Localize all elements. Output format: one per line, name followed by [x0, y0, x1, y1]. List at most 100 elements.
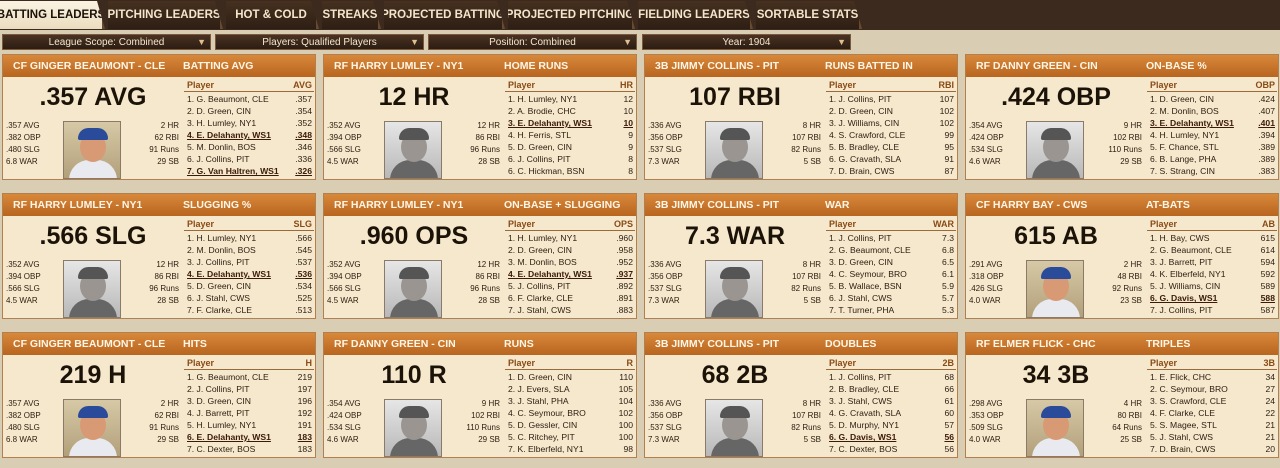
row-player[interactable]: 5. F. Chance, STL	[1150, 142, 1219, 152]
row-player[interactable]: 3. D. Green, CIN	[829, 257, 893, 267]
row-player[interactable]: 1. H. Lumley, NY1	[187, 233, 257, 243]
row-player[interactable]: 2. G. Beaumont, CLE	[1150, 245, 1232, 255]
table-row[interactable]: 4. E. Delahanty, WS1 .348	[184, 129, 314, 141]
table-row[interactable]: 2. A. Brodie, CHC 10	[505, 105, 635, 117]
row-player[interactable]: 1. D. Green, CIN	[1150, 94, 1214, 104]
row-player[interactable]: 7. C. Dexter, BOS	[187, 444, 256, 454]
player-name[interactable]: 3B JIMMY COLLINS - PIT	[655, 199, 780, 211]
table-row[interactable]: 1. D. Green, CIN .424	[1147, 93, 1277, 105]
row-player[interactable]: 5. D. Murphy, NY1	[829, 420, 900, 430]
player-name[interactable]: RF HARRY LUMLEY - NY1	[334, 199, 464, 211]
table-row[interactable]: 2. C. Seymour, BRO 27	[1147, 383, 1277, 395]
table-row[interactable]: 4. K. Elberfeld, NY1 592	[1147, 268, 1277, 280]
row-player[interactable]: 5. B. Bradley, CLE	[829, 142, 900, 152]
row-player[interactable]: 5. M. Donlin, BOS	[187, 142, 256, 152]
table-row[interactable]: 1. J. Collins, PIT 68	[826, 371, 956, 383]
table-row[interactable]: 1. G. Beaumont, CLE 219	[184, 371, 314, 383]
column-header-player[interactable]: Player	[829, 358, 857, 368]
row-player[interactable]: 7. T. Turner, PHA	[829, 305, 895, 315]
row-player[interactable]: 4. J. Barrett, PIT	[187, 408, 250, 418]
row-player[interactable]: 4. C. Seymour, BRO	[829, 269, 907, 279]
table-row[interactable]: 7. D. Brain, CWS 20	[1147, 443, 1277, 455]
table-row[interactable]: 5. J. Stahl, CWS 21	[1147, 431, 1277, 443]
table-row[interactable]: 4. E. Delahanty, WS1 .937	[505, 268, 635, 280]
table-row[interactable]: 7. F. Clarke, CLE .513	[184, 304, 314, 316]
table-row[interactable]: 6. J. Collins, PIT 8	[505, 153, 635, 165]
column-header-stat[interactable]: HR	[620, 80, 633, 90]
player-photo[interactable]	[384, 121, 442, 179]
table-row[interactable]: 1. D. Green, CIN 110	[505, 371, 635, 383]
table-row[interactable]: 2. J. Collins, PIT 197	[184, 383, 314, 395]
column-header-stat[interactable]: H	[305, 358, 313, 368]
table-row[interactable]: 2. M. Donlin, BOS .545	[184, 244, 314, 256]
row-player[interactable]: 2. C. Seymour, BRO	[1150, 384, 1228, 394]
table-row[interactable]: 2. G. Beaumont, CLE 6.8	[826, 244, 956, 256]
table-row[interactable]: 1. H. Bay, CWS 615	[1147, 232, 1277, 244]
row-player[interactable]: 4. C. Seymour, BRO	[508, 408, 586, 418]
player-photo[interactable]	[1026, 399, 1084, 457]
table-row[interactable]: 3. S. Crawford, CLE 24	[1147, 395, 1277, 407]
player-photo[interactable]	[63, 121, 121, 179]
row-player[interactable]: 3. M. Donlin, BOS	[508, 257, 577, 267]
row-player[interactable]: 3. J. Stahl, CWS	[829, 396, 893, 406]
row-player[interactable]: 6. E. Delahanty, WS1	[187, 432, 271, 442]
column-header-player[interactable]: Player	[829, 80, 857, 90]
table-row[interactable]: 6. G. Davis, WS1 56	[826, 431, 956, 443]
row-player[interactable]: 6. G. Cravath, SLA	[829, 154, 902, 164]
table-row[interactable]: 3. E. Delahanty, WS1 10	[505, 117, 635, 129]
table-row[interactable]: 7. T. Turner, PHA 5.3	[826, 304, 956, 316]
column-header-player[interactable]: Player	[508, 80, 536, 90]
row-player[interactable]: 4. F. Clarke, CLE	[1150, 408, 1215, 418]
row-player[interactable]: 6. F. Clarke, CLE	[508, 293, 573, 303]
row-player[interactable]: 1. J. Collins, PIT	[829, 233, 892, 243]
row-player[interactable]: 6. G. Davis, WS1	[1150, 293, 1218, 303]
row-player[interactable]: 3. E. Delahanty, WS1	[508, 118, 592, 128]
table-row[interactable]: 6. F. Clarke, CLE .891	[505, 292, 635, 304]
filter-dropdown-3[interactable]: Position: Combined ▼	[428, 34, 637, 50]
row-player[interactable]: 3. J. Stahl, PHA	[508, 396, 569, 406]
row-player[interactable]: 5. H. Lumley, NY1	[187, 420, 257, 430]
column-header-stat[interactable]: R	[626, 358, 634, 368]
row-player[interactable]: 3. J. Williams, CIN	[829, 118, 900, 128]
row-player[interactable]: 5. D. Green, CIN	[187, 281, 251, 291]
column-header-stat[interactable]: OPS	[613, 219, 633, 229]
row-player[interactable]: 2. J. Evers, SLA	[508, 384, 570, 394]
table-row[interactable]: 6. B. Lange, PHA .389	[1147, 153, 1277, 165]
table-row[interactable]: 2. D. Green, CIN 102	[826, 105, 956, 117]
row-player[interactable]: 3. D. Green, CIN	[187, 396, 251, 406]
table-row[interactable]: 1. J. Collins, PIT 7.3	[826, 232, 956, 244]
table-row[interactable]: 7. S. Strang, CIN .383	[1147, 165, 1277, 177]
table-row[interactable]: 3. M. Donlin, BOS .952	[505, 256, 635, 268]
column-header-stat[interactable]: OBP	[1255, 80, 1275, 90]
row-player[interactable]: 2. G. Beaumont, CLE	[829, 245, 911, 255]
row-player[interactable]: 3. S. Crawford, CLE	[1150, 396, 1227, 406]
table-row[interactable]: 7. J. Stahl, CWS .883	[505, 304, 635, 316]
player-name[interactable]: RF HARRY LUMLEY - NY1	[334, 60, 464, 72]
row-player[interactable]: 7. S. Strang, CIN	[1150, 166, 1215, 176]
row-player[interactable]: 2. M. Donlin, BOS	[187, 245, 256, 255]
row-player[interactable]: 5. J. Williams, CIN	[1150, 281, 1221, 291]
player-name[interactable]: 3B JIMMY COLLINS - PIT	[655, 60, 780, 72]
table-row[interactable]: 3. J. Stahl, CWS 61	[826, 395, 956, 407]
row-player[interactable]: 7. J. Collins, PIT	[1150, 305, 1213, 315]
row-player[interactable]: 3. J. Barrett, PIT	[1150, 257, 1213, 267]
row-player[interactable]: 6. J. Stahl, CWS	[187, 293, 251, 303]
tab-streaks[interactable]: STREAKS	[322, 1, 381, 29]
row-player[interactable]: 5. J. Stahl, CWS	[1150, 432, 1214, 442]
table-row[interactable]: 2. D. Green, CIN .354	[184, 105, 314, 117]
row-player[interactable]: 2. M. Donlin, BOS	[1150, 106, 1219, 116]
player-photo[interactable]	[63, 399, 121, 457]
column-header-stat[interactable]: AB	[1262, 219, 1275, 229]
row-player[interactable]: 5. J. Collins, PIT	[508, 281, 571, 291]
player-name[interactable]: 3B JIMMY COLLINS - PIT	[655, 338, 780, 350]
row-player[interactable]: 7. D. Brain, CWS	[1150, 444, 1216, 454]
player-name[interactable]: RF DANNY GREEN - CIN	[976, 60, 1098, 72]
table-row[interactable]: 7. G. Van Haltren, WS1 .326	[184, 165, 314, 177]
player-name[interactable]: RF DANNY GREEN - CIN	[334, 338, 456, 350]
tab-fielding-leaders[interactable]: FIELDING LEADERS	[638, 1, 753, 29]
column-header-player[interactable]: Player	[1150, 358, 1178, 368]
row-player[interactable]: 6. J. Stahl, CWS	[829, 293, 893, 303]
table-row[interactable]: 4. C. Seymour, BRO 6.1	[826, 268, 956, 280]
row-player[interactable]: 2. D. Green, CIN	[508, 245, 572, 255]
row-player[interactable]: 1. H. Bay, CWS	[1150, 233, 1210, 243]
